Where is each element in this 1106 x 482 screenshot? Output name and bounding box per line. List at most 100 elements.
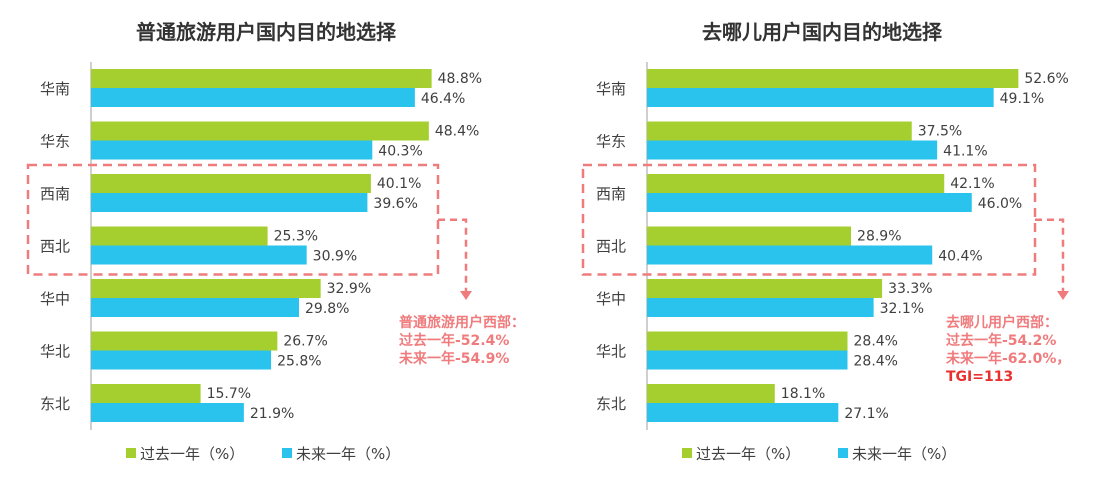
category-label: 西北 <box>596 238 626 256</box>
data-label-future: 46.0% <box>978 196 1022 212</box>
data-label-past: 42.1% <box>950 176 994 192</box>
data-label-past: 28.9% <box>857 229 901 245</box>
data-label-past: 25.3% <box>274 229 318 245</box>
legend-swatch-past <box>682 448 692 458</box>
bar-past <box>91 226 268 246</box>
data-label-future: 49.1% <box>1000 91 1044 107</box>
chart-title: 普通旅游用户国内目的地选择 <box>136 20 397 44</box>
data-label-future: 28.4% <box>854 354 898 370</box>
bar-future <box>647 245 933 265</box>
category-label: 华北 <box>40 343 70 361</box>
category-label: 东北 <box>40 395 70 413</box>
category-label: 西南 <box>596 185 626 203</box>
annotation-line: 过去一年-54.2% <box>946 332 1056 349</box>
legend-label-future: 未来一年（%） <box>296 445 400 463</box>
bar-past <box>647 331 848 351</box>
data-label-past: 26.7% <box>283 334 327 350</box>
category-label: 东北 <box>596 395 626 413</box>
annotation-text: 去哪儿用户西部： 过去一年-54.2% 未来一年-62.0%， TGI=113 <box>946 314 1075 385</box>
category-label: 华南 <box>596 80 626 98</box>
category-label: 华北 <box>596 343 626 361</box>
chart-regular-users: 普通旅游用户国内目的地选择 过去一年（%） 未来一年（%） 普通旅游用户西部： … <box>26 20 530 463</box>
category-label: 西北 <box>40 238 70 256</box>
data-label-future: 25.8% <box>277 354 321 370</box>
bar-future <box>91 298 300 317</box>
category-label: 西南 <box>40 185 70 203</box>
bar-future <box>647 140 938 160</box>
annotation-line: 普通旅游用户西部： <box>399 314 525 331</box>
legend-label-future: 未来一年（%） <box>852 445 956 463</box>
data-label-past: 15.7% <box>207 386 251 402</box>
data-label-future: 27.1% <box>844 406 888 422</box>
bar-past <box>91 69 432 88</box>
data-label-future: 39.6% <box>373 196 417 212</box>
annotation-arrow <box>1057 291 1069 300</box>
data-label-future: 40.4% <box>938 249 982 265</box>
legend-swatch-future <box>282 448 292 458</box>
data-label-future: 46.4% <box>421 91 465 107</box>
category-label: 华东 <box>40 133 70 151</box>
data-label-future: 40.3% <box>378 144 422 160</box>
bar-past <box>647 279 883 298</box>
data-label-past: 48.4% <box>435 124 479 140</box>
chart-title: 去哪儿用户国内目的地选择 <box>702 20 943 44</box>
bar-future <box>91 245 307 265</box>
category-label: 华南 <box>40 80 70 98</box>
bar-future <box>647 298 874 317</box>
highlight-box <box>581 163 1037 276</box>
bar-future <box>91 350 272 370</box>
bar-past <box>647 121 912 141</box>
data-label-past: 32.9% <box>327 281 371 297</box>
data-label-past: 33.3% <box>888 281 932 297</box>
bar-past <box>91 174 371 193</box>
bar-past <box>647 384 775 403</box>
data-label-future: 32.1% <box>880 301 924 317</box>
data-label-past: 40.1% <box>377 176 421 192</box>
category-label: 华东 <box>596 133 626 151</box>
annotation-arrow <box>460 291 472 300</box>
chart-legend: 过去一年（%） 未来一年（%） <box>126 445 400 463</box>
legend-label-past: 过去一年（%） <box>696 445 800 463</box>
annotation-line: 未来一年-62.0%， <box>946 350 1070 367</box>
annotation-line: 过去一年-52.4% <box>399 332 509 349</box>
bar-future <box>647 88 994 107</box>
annotation-text: 普通旅游用户西部： 过去一年-52.4% 未来一年-54.9% <box>399 314 530 367</box>
category-label: 华中 <box>596 290 626 308</box>
data-label-past: 48.8% <box>438 71 482 87</box>
annotation-connector <box>1035 218 1065 292</box>
bar-past <box>91 279 321 298</box>
data-label-past: 52.6% <box>1024 71 1068 87</box>
category-label: 华中 <box>40 290 70 308</box>
data-label-future: 29.8% <box>305 301 349 317</box>
data-label-past: 37.5% <box>918 124 962 140</box>
data-label-future: 30.9% <box>313 249 357 265</box>
bar-future <box>91 193 368 212</box>
data-label-past: 28.4% <box>854 334 898 350</box>
bar-past <box>647 174 945 193</box>
legend-label-past: 过去一年（%） <box>140 445 244 463</box>
bar-future <box>91 88 415 107</box>
annotation-line: 未来一年-54.9% <box>399 350 509 367</box>
annotation-line: 去哪儿用户西部： <box>946 314 1058 331</box>
bar-future <box>647 193 972 212</box>
bar-past <box>91 331 278 351</box>
data-label-past: 18.1% <box>781 386 825 402</box>
bar-past <box>647 69 1019 88</box>
bar-future <box>647 403 839 422</box>
legend-swatch-past <box>126 448 136 458</box>
bar-future <box>91 140 373 160</box>
chart-qunar-users: 去哪儿用户国内目的地选择 过去一年（%） 未来一年（%） 去哪儿用户西部： 过去… <box>581 20 1075 463</box>
data-label-future: 41.1% <box>943 144 987 160</box>
data-label-future: 21.9% <box>250 406 294 422</box>
bar-future <box>647 350 848 370</box>
bar-future <box>91 403 244 422</box>
bar-past <box>91 121 429 141</box>
bar-past <box>91 384 201 403</box>
chart-legend: 过去一年（%） 未来一年（%） <box>682 445 956 463</box>
legend-swatch-future <box>838 448 848 458</box>
annotation-connector <box>438 218 468 292</box>
annotation-line-tgi: TGI=113 <box>946 369 1013 385</box>
highlight-box <box>26 163 440 276</box>
bar-past <box>647 226 852 246</box>
